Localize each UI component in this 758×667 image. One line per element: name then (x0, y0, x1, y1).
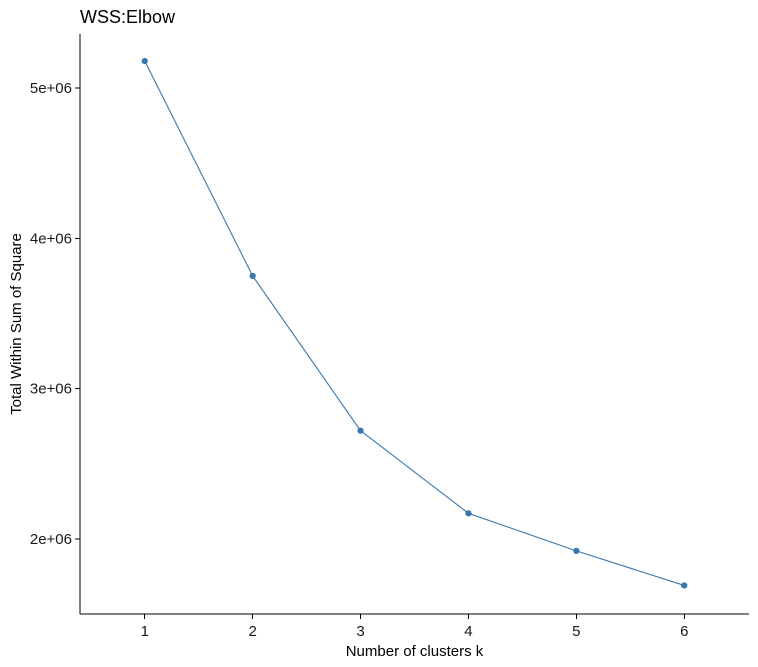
y-tick-label: 2e+06 (30, 531, 72, 548)
y-tick-label: 5e+06 (30, 80, 72, 97)
y-axis-title: Total Within Sum of Square (8, 233, 25, 415)
data-point (465, 510, 472, 517)
x-tick-label: 1 (141, 623, 149, 640)
x-tick-label: 2 (248, 623, 256, 640)
data-point (141, 57, 148, 65)
series-line (144, 60, 685, 586)
series-group (141, 57, 688, 589)
y-axis-ticks: 2e+06 3e+06 4e+06 5e+06 (30, 80, 80, 548)
data-point (357, 427, 364, 434)
x-axis-ticks: 1 2 3 4 5 6 (141, 614, 688, 640)
x-tick-label: 4 (464, 623, 472, 640)
data-point (249, 272, 256, 280)
chart-title: WSS:Elbow (80, 7, 176, 27)
y-tick-label: 4e+06 (30, 230, 72, 247)
y-tick-label: 3e+06 (30, 381, 72, 398)
x-tick-label: 6 (680, 623, 688, 640)
data-point (681, 582, 688, 589)
x-axis-title: Number of clusters k (346, 643, 484, 660)
data-point (573, 547, 580, 554)
x-tick-label: 5 (572, 623, 580, 640)
x-tick-label: 3 (356, 623, 364, 640)
